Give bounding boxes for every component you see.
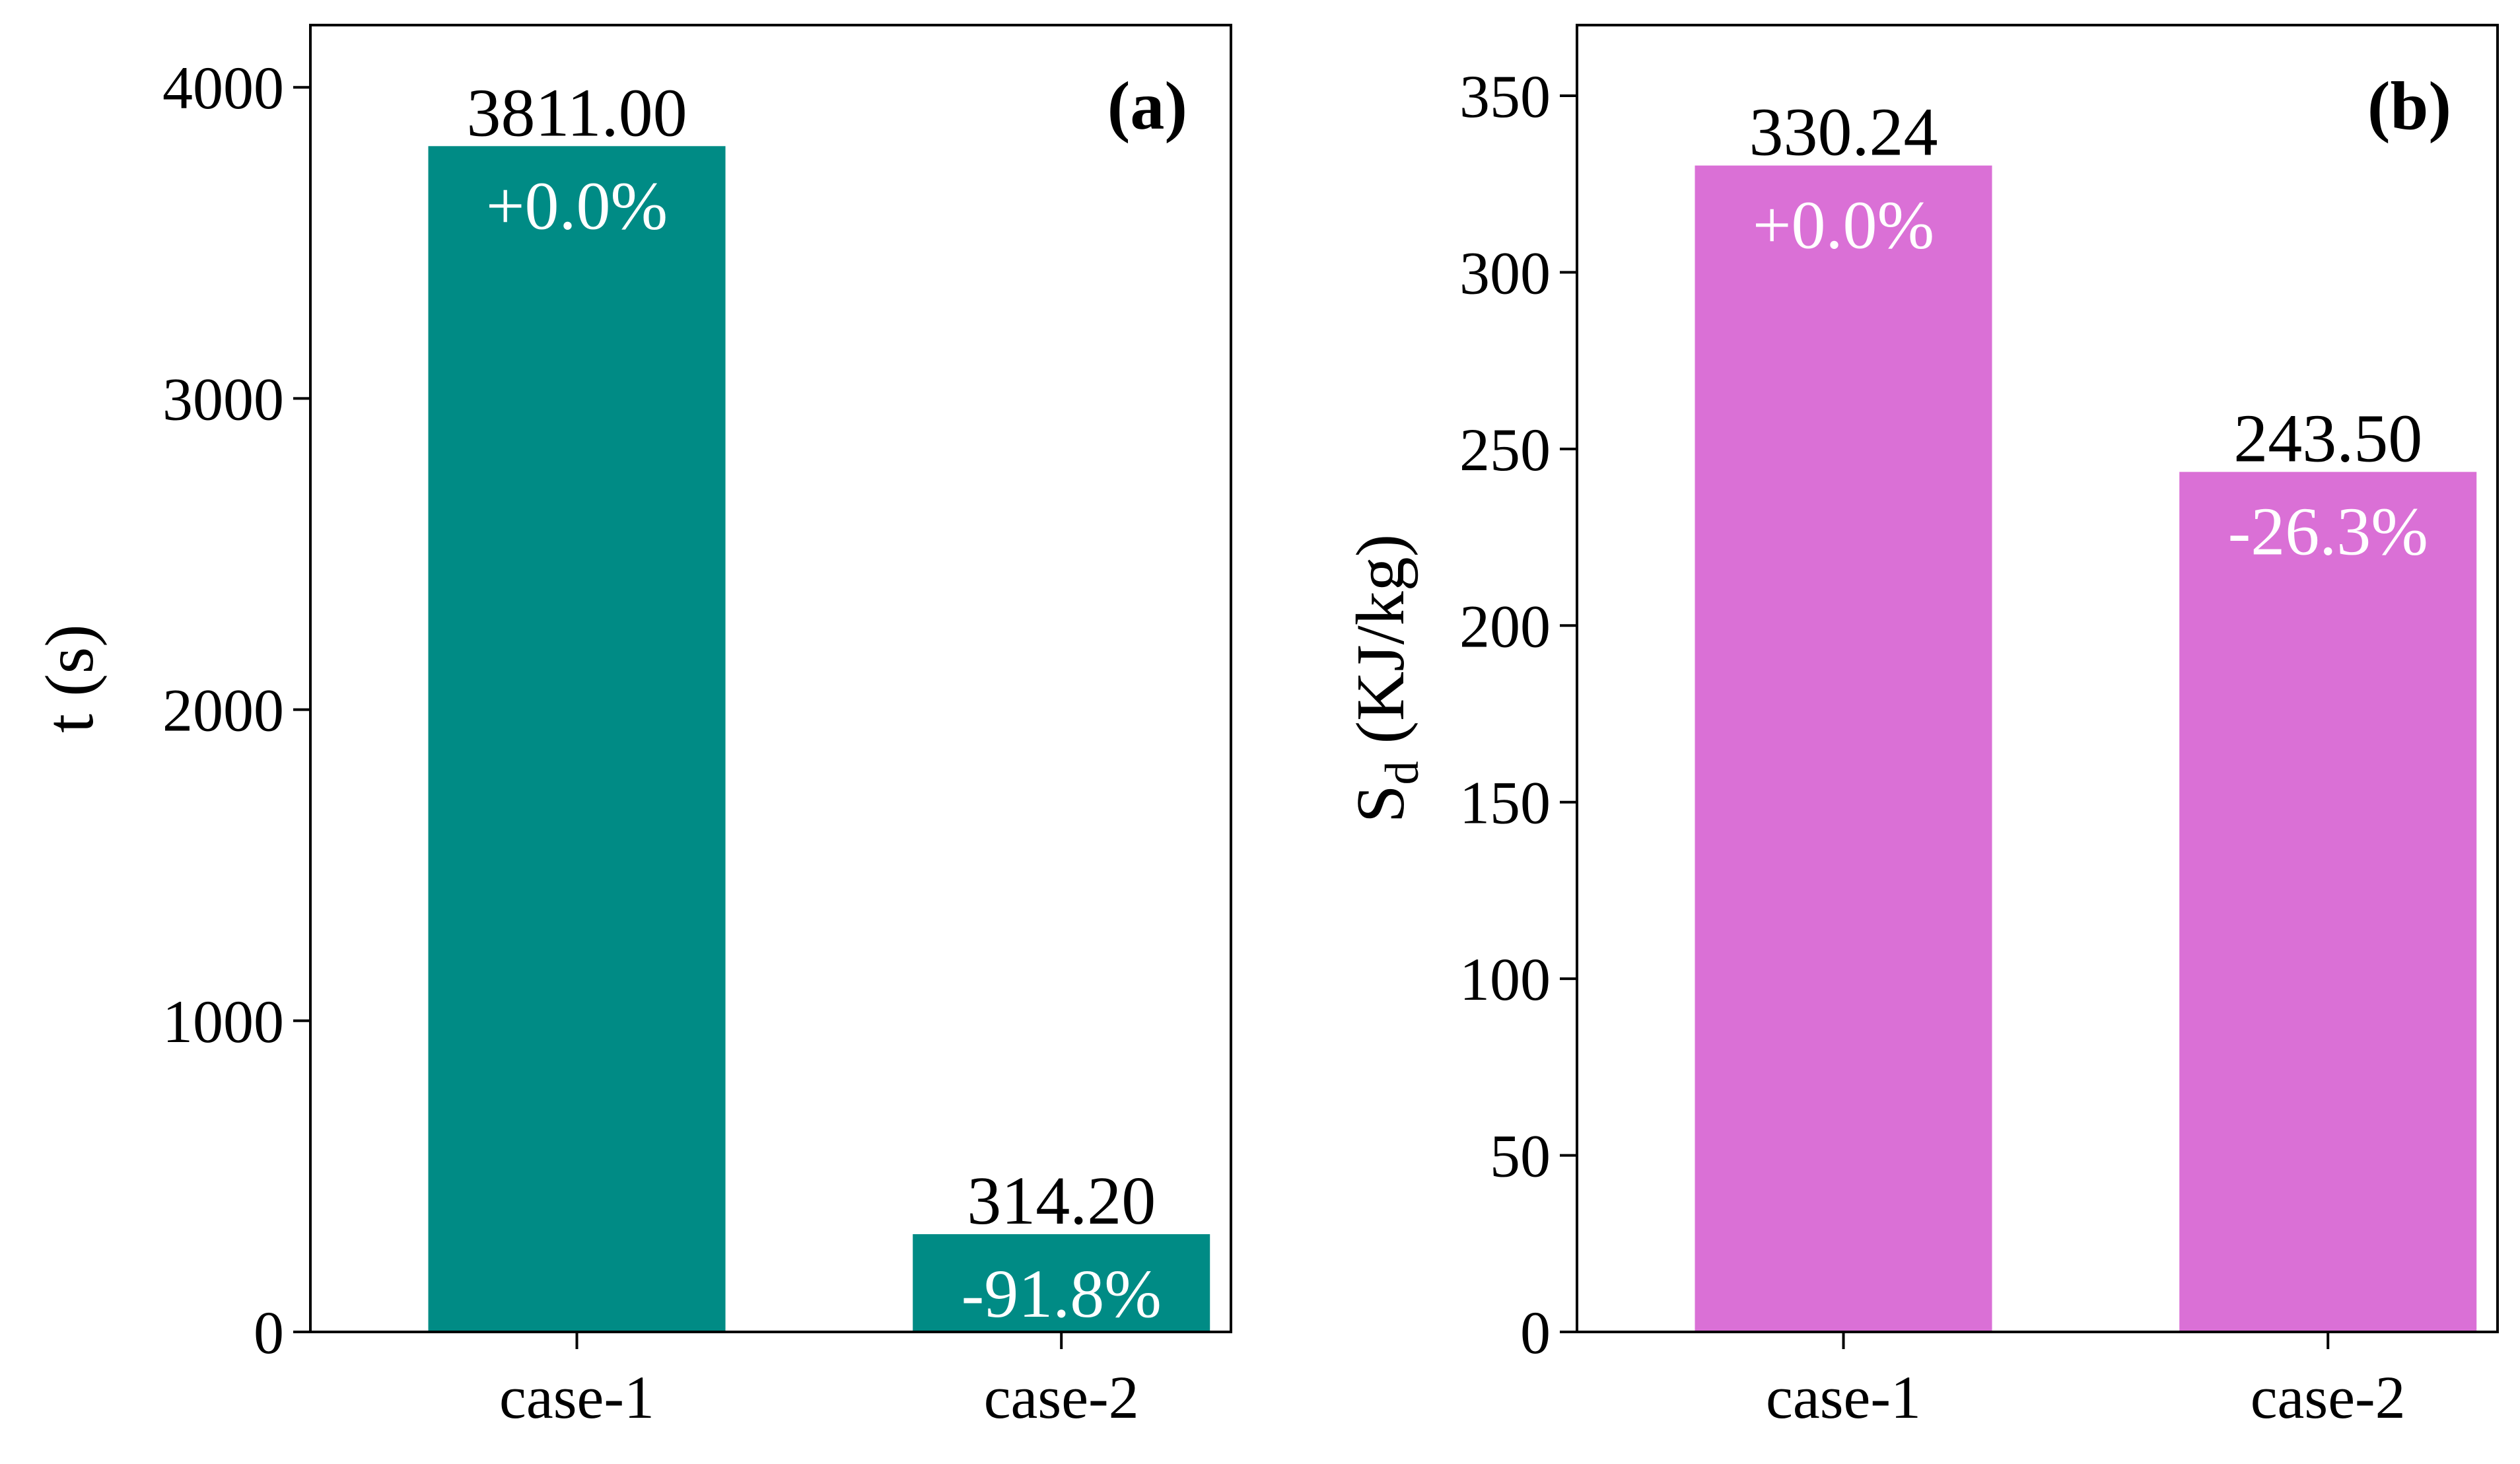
y-tick-label: 300: [1459, 239, 1551, 306]
y-axis-label: Sd (KJ/kg): [1343, 534, 1428, 823]
y-tick-label: 2000: [162, 677, 284, 744]
x-tick-label: case-2: [984, 1364, 1139, 1431]
y-axis-label-main: t (s): [32, 624, 108, 733]
data-label-change: -91.8%: [962, 1256, 1162, 1332]
x-tick-label: case-2: [2251, 1364, 2406, 1431]
y-tick-label: 100: [1459, 946, 1551, 1013]
chart-panel-a: 3811.00 +0.0% case-1 314.20 -91.8% case-2 0 100…: [32, 24, 1232, 1431]
y-tick-label: 350: [1459, 63, 1551, 130]
y-tick-label: 50: [1490, 1123, 1551, 1190]
x-tick-label: case-1: [499, 1364, 654, 1431]
y-axis-label-subscript: d: [1376, 761, 1428, 784]
y-tick-label: 1000: [162, 988, 284, 1055]
y-tick-label: 4000: [162, 54, 284, 122]
y-axis-label-unit: (KJ/kg): [1343, 534, 1418, 761]
bar-case-1: [1695, 165, 1992, 1333]
data-label-change: +0.0%: [486, 168, 668, 244]
y-tick-label: 150: [1459, 769, 1551, 837]
y-tick-label: 200: [1459, 592, 1551, 660]
data-label-change: +0.0%: [1753, 188, 1934, 263]
axes-frame: [309, 24, 1232, 1333]
y-tick-label: 250: [1459, 416, 1551, 483]
y-tick-label: 0: [254, 1299, 284, 1366]
y-tick-label: 3000: [162, 365, 284, 433]
data-label-value: 330.24: [1749, 94, 1938, 170]
data-label-value: 3811.00: [466, 75, 687, 151]
data-label-change: -26.3%: [2228, 494, 2428, 570]
y-tick-label: 0: [1520, 1299, 1551, 1366]
axes-frame: [1576, 24, 2499, 1333]
y-axis-label: t (s): [32, 624, 108, 733]
bar-case-1: [428, 146, 726, 1332]
data-label-value: 314.20: [967, 1163, 1156, 1239]
bar-case-2: [2179, 471, 2477, 1333]
y-axis-label-main: S: [1343, 784, 1418, 823]
data-label-value: 243.50: [2233, 401, 2422, 477]
bar-case-2: [913, 1234, 1210, 1332]
x-tick-label: case-1: [1766, 1364, 1921, 1431]
panel-label: (b): [2367, 68, 2451, 144]
panel-label: (a): [1107, 68, 1187, 144]
chart-panel-b: 330.24 +0.0% case-1 243.50 -26.3% case-2 0 50 10…: [1343, 24, 2499, 1431]
